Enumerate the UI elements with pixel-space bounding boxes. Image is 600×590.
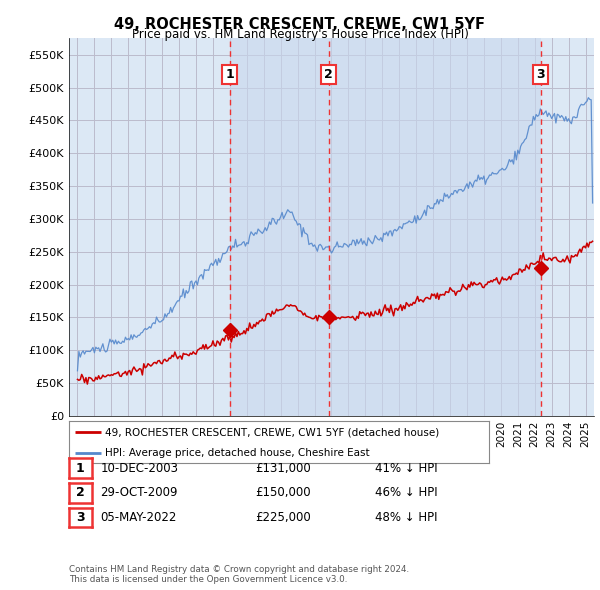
Text: 3: 3 [76, 511, 85, 525]
Text: 1: 1 [226, 68, 234, 81]
Text: 41% ↓ HPI: 41% ↓ HPI [375, 461, 437, 475]
Text: 49, ROCHESTER CRESCENT, CREWE, CW1 5YF: 49, ROCHESTER CRESCENT, CREWE, CW1 5YF [115, 17, 485, 31]
Text: 10-DEC-2003: 10-DEC-2003 [100, 461, 178, 475]
Bar [329, 38, 541, 416]
Text: Price paid vs. HM Land Registry's House Price Index (HPI): Price paid vs. HM Land Registry's House … [131, 28, 469, 41]
Text: 2: 2 [324, 68, 333, 81]
Text: 29-OCT-2009: 29-OCT-2009 [100, 486, 178, 500]
Text: 49, ROCHESTER CRESCENT, CREWE, CW1 5YF (detached house): 49, ROCHESTER CRESCENT, CREWE, CW1 5YF (… [105, 427, 439, 437]
Text: 48% ↓ HPI: 48% ↓ HPI [375, 511, 437, 525]
Text: 46% ↓ HPI: 46% ↓ HPI [375, 486, 437, 500]
Text: 1: 1 [76, 461, 85, 475]
Bar [230, 38, 329, 416]
Text: £225,000: £225,000 [255, 511, 311, 525]
Text: HPI: Average price, detached house, Cheshire East: HPI: Average price, detached house, Ches… [105, 448, 370, 457]
Text: Contains HM Land Registry data © Crown copyright and database right 2024.
This d: Contains HM Land Registry data © Crown c… [69, 565, 409, 584]
Text: 2: 2 [76, 486, 85, 500]
Text: 3: 3 [536, 68, 545, 81]
Text: 05-MAY-2022: 05-MAY-2022 [100, 511, 176, 525]
Text: £150,000: £150,000 [255, 486, 311, 500]
Text: £131,000: £131,000 [255, 461, 311, 475]
